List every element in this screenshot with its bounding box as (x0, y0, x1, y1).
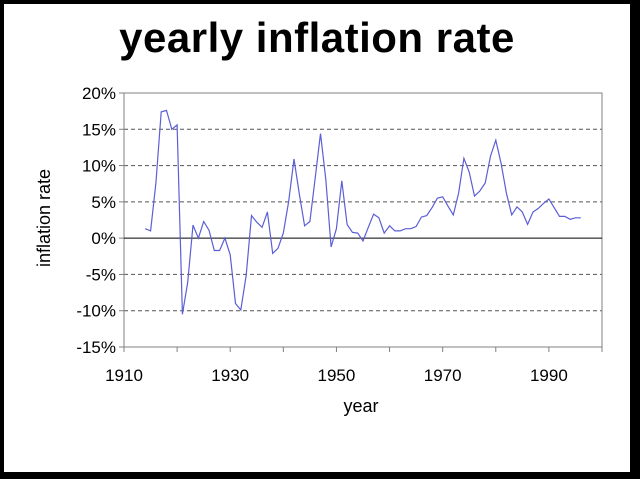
y-tick-label: -5% (86, 265, 116, 284)
y-tick-label: 5% (91, 193, 116, 212)
x-tick-label: 1970 (424, 366, 462, 385)
x-tick-label: 1950 (318, 366, 356, 385)
y-tick-label: 20% (82, 84, 116, 103)
y-tick-label: -15% (76, 338, 116, 357)
x-axis-label: year (343, 396, 378, 416)
grid-lines (124, 128, 602, 312)
y-tick-label: 0% (91, 229, 116, 248)
plot-area-border (123, 92, 603, 348)
y-tick-label: -10% (76, 302, 116, 321)
y-axis-label: inflation rate (34, 169, 54, 267)
inflation-series-line (144, 109, 581, 315)
chart-title: yearly inflation rate (119, 14, 515, 61)
y-tick-label: 15% (82, 120, 116, 139)
x-tick-label: 1910 (105, 366, 143, 385)
x-axis-ticks: 1910 1930 1950 1970 1990 (105, 347, 603, 385)
y-axis-ticks: 20% 15% 10% 5% 0% -5% -10% -15% (76, 84, 124, 357)
x-tick-label: 1990 (530, 366, 568, 385)
y-tick-label: 10% (82, 157, 116, 176)
x-tick-label: 1930 (211, 366, 249, 385)
